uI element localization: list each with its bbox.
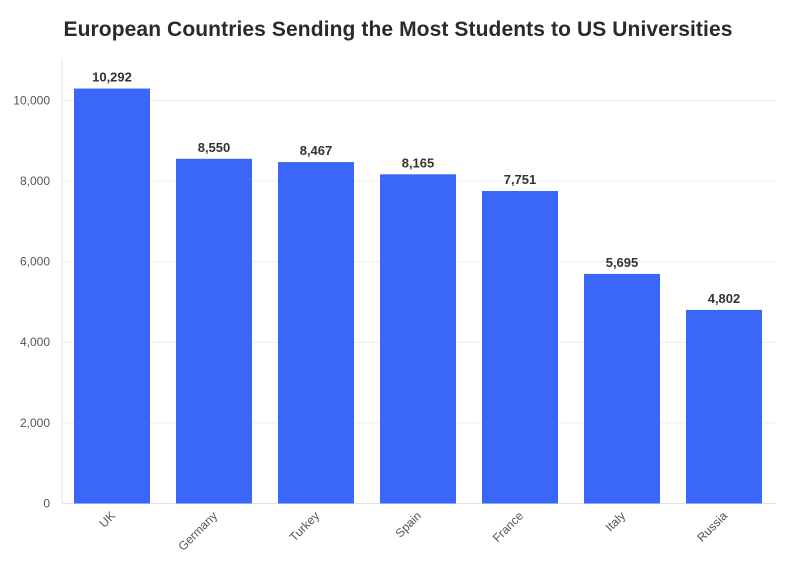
data-labels: 10,292 8,550 8,467 8,165 7,751 5,695 4,802	[92, 70, 740, 306]
x-tick-label: Germany	[175, 509, 220, 554]
x-axis-ticks: UK Germany Turkey Spain France Italy Russia	[96, 508, 730, 553]
bar	[176, 158, 252, 504]
bar	[278, 162, 354, 504]
y-tick-label: 6,000	[20, 255, 50, 269]
y-axis-ticks: 0 2,000 4,000 6,000 8,000 10,000	[13, 93, 50, 510]
x-tick-label: Russia	[694, 508, 730, 544]
data-label: 8,550	[198, 140, 231, 155]
data-label: 8,467	[300, 143, 333, 158]
bar	[584, 273, 660, 504]
y-tick-label: 8,000	[20, 174, 50, 188]
data-label: 4,802	[708, 291, 741, 306]
chart-title: European Countries Sending the Most Stud…	[63, 18, 733, 41]
x-tick-label: Turkey	[287, 509, 323, 545]
x-tick-label: UK	[96, 509, 118, 531]
data-label: 8,165	[402, 155, 435, 170]
y-tick-label: 0	[43, 497, 50, 511]
x-tick-label: France	[490, 508, 527, 545]
y-tick-label: 4,000	[20, 335, 50, 349]
bars	[74, 88, 762, 504]
bar	[74, 88, 150, 504]
bar	[380, 174, 456, 504]
y-tick-label: 10,000	[13, 93, 50, 107]
x-tick-label: Spain	[393, 509, 425, 541]
bar	[482, 190, 558, 504]
data-label: 7,751	[504, 172, 537, 187]
x-tick-label: Italy	[603, 509, 628, 534]
data-label: 5,695	[606, 255, 639, 270]
y-tick-label: 2,000	[20, 416, 50, 430]
data-label: 10,292	[92, 70, 132, 85]
bar	[686, 309, 762, 504]
